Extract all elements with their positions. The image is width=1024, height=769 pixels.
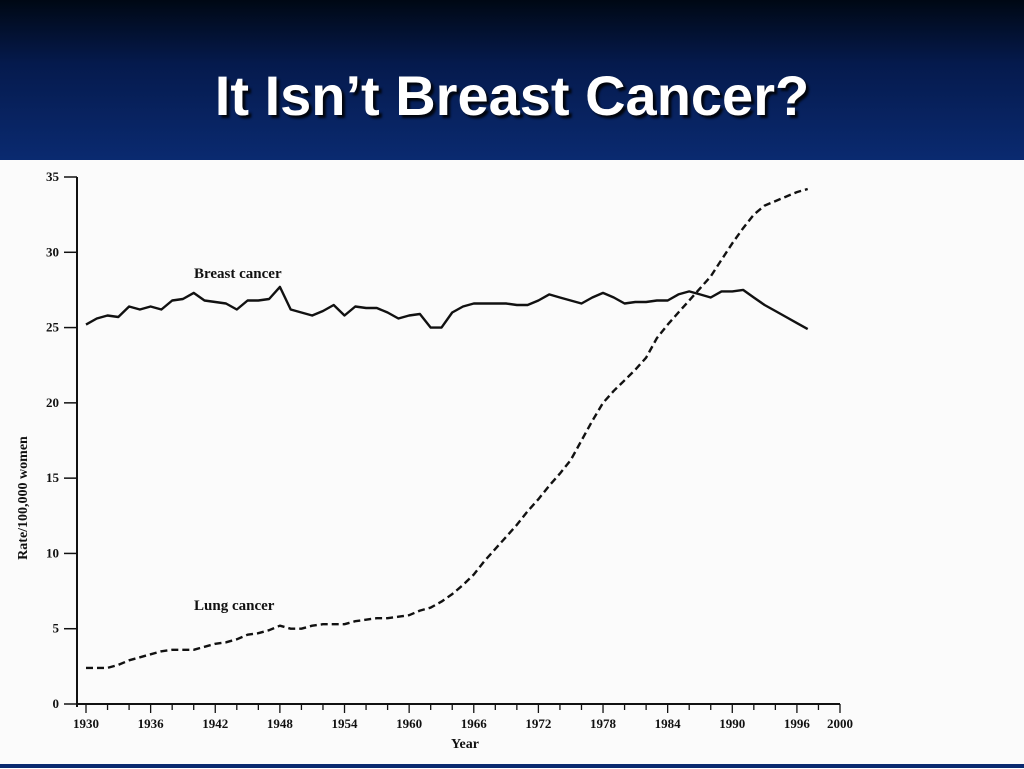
x-tick-label-1990: 1990 [719,716,745,731]
series-line-lung-cancer [86,187,809,670]
y-tick-label-0: 0 [53,696,60,711]
x-tick-label-1948: 1948 [267,716,294,731]
series-line-breast-cancer [85,285,809,331]
series-lines [85,187,809,670]
x-tick-label-1954: 1954 [332,716,359,731]
y-tick-label-20: 20 [46,395,59,410]
x-tick-label-1972: 1972 [525,716,551,731]
x-tick-label-1930: 1930 [73,716,99,731]
y-tick-label-5: 5 [53,621,60,636]
axes: 0 5 10 15 20 25 30 35 1930 1936 1942 1948 1954 1960 19… [46,169,853,731]
slide-title: It Isn’t Breast Cancer? [214,64,810,127]
y-tick-label-10: 10 [46,545,59,560]
y-tick-label-15: 15 [46,470,60,485]
y-tick-label-30: 30 [46,244,59,259]
series-label-breast-cancer: Breast cancer [194,266,282,282]
series-label-lung-cancer: Lung cancer [194,598,275,614]
slide-header: It Isn’t Breast Cancer? [0,0,1024,160]
x-tick-label-1960: 1960 [396,716,422,731]
x-tick-label-1978: 1978 [590,716,617,731]
line-chart: 0 5 10 15 20 25 30 35 1930 1936 1942 1948 1954 1960 19… [16,169,853,752]
x-tick-label-1936: 1936 [138,716,165,731]
y-axis-title: Rate/100,000 women [16,436,31,560]
x-tick-label-1966: 1966 [461,716,488,731]
x-tick-label-1996: 1996 [784,716,811,731]
series-labels: Breast cancer Lung cancer [194,266,282,614]
y-tick-label-25: 25 [46,320,60,335]
bottom-rule [0,764,1024,768]
x-tick-label-2000: 2000 [827,716,853,731]
x-tick-label-1984: 1984 [655,716,682,731]
x-tick-label-1942: 1942 [202,716,228,731]
y-tick-label-35: 35 [46,169,60,184]
x-axis-title: Year [451,737,479,752]
chart-area: 0 5 10 15 20 25 30 35 1930 1936 1942 1948 1954 1960 19… [0,160,1024,764]
